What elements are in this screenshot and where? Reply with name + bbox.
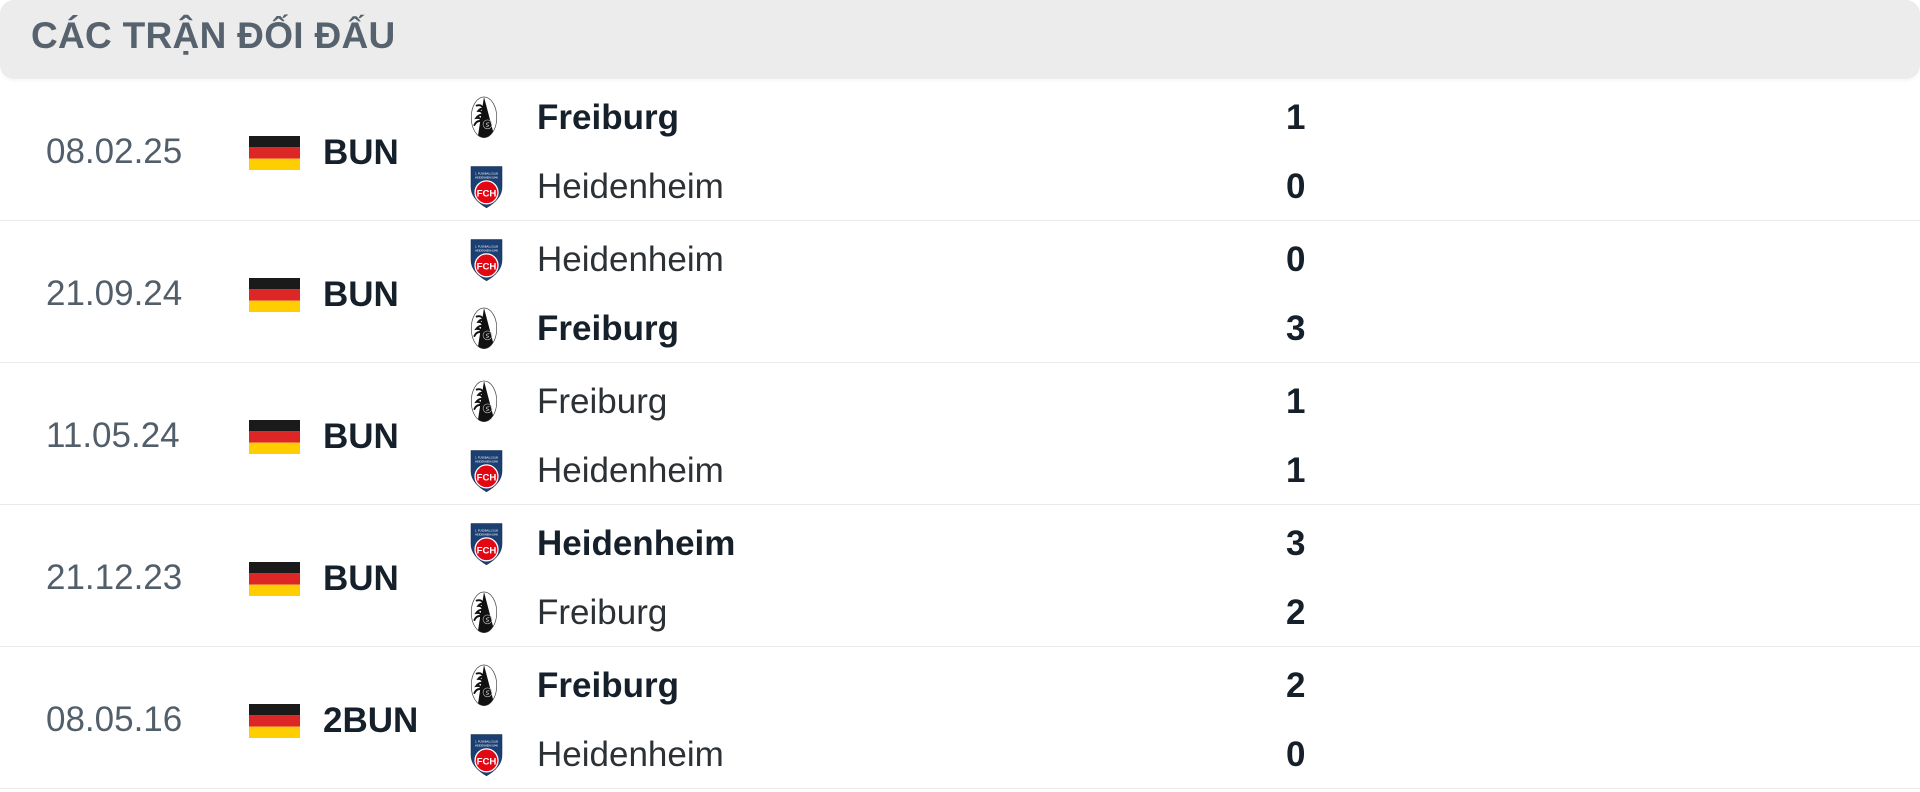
svg-text:FCH: FCH xyxy=(477,756,497,767)
svg-text:FCH: FCH xyxy=(477,261,497,272)
svg-text:FCH: FCH xyxy=(477,188,497,199)
svg-text:FCH: FCH xyxy=(477,545,497,556)
svg-text:FCH: FCH xyxy=(477,472,497,483)
